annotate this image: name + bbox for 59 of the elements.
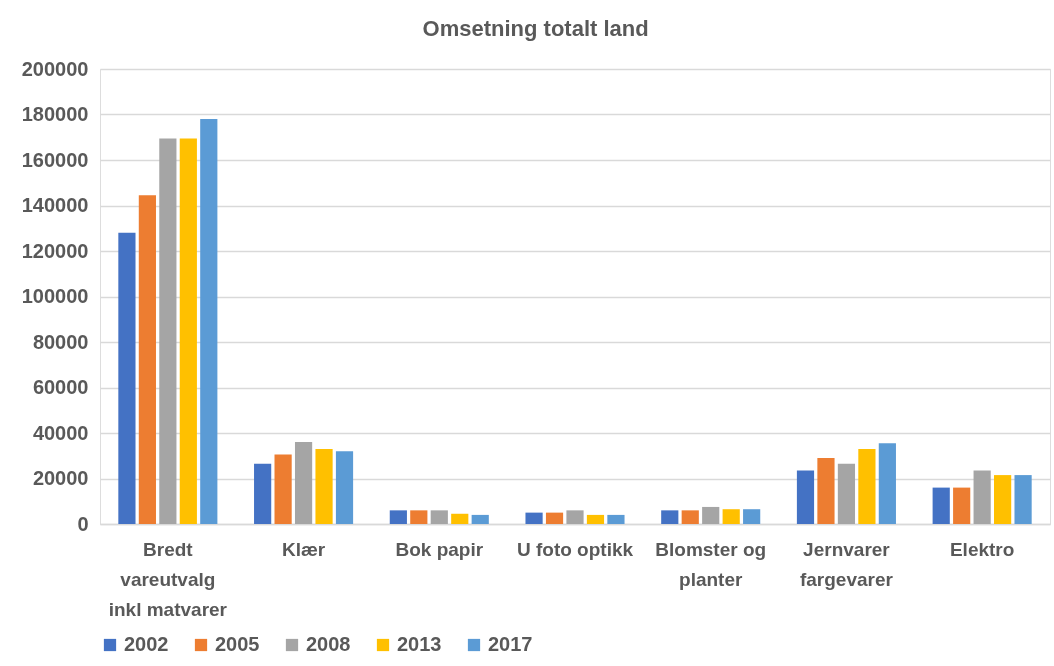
bar [451, 513, 469, 524]
x-tick-label: Elektro [949, 538, 1015, 560]
bar [743, 509, 761, 524]
y-tick-label: 20000 [32, 467, 89, 489]
bar [837, 463, 856, 524]
bar [159, 138, 177, 524]
y-tick-label: 0 [77, 512, 89, 535]
legend-label: 2013 [397, 633, 442, 655]
bar [681, 510, 699, 524]
y-tick-label: 200000 [21, 57, 89, 80]
x-tick-label: Klær [281, 538, 326, 560]
x-tick-label: Jernvarer fargevarer [799, 538, 894, 590]
bar [471, 514, 489, 524]
x-tick-label: U foto optikk [516, 538, 634, 560]
y-tick-label: 180000 [21, 103, 89, 125]
y-tick-label: 160000 [21, 148, 89, 171]
bar [274, 454, 292, 524]
bar [607, 514, 625, 524]
bar [315, 448, 333, 524]
bar [994, 475, 1012, 524]
bar [586, 514, 605, 524]
bar [410, 510, 428, 524]
bar [545, 512, 564, 524]
bar [138, 195, 156, 524]
y-tick-label: 60000 [32, 376, 89, 398]
bar [566, 510, 584, 524]
legend-label: 2005 [215, 633, 260, 655]
legend-label: 2008 [306, 633, 351, 655]
bar [858, 448, 876, 524]
bar [953, 487, 971, 524]
x-tick-label: Bok papir [395, 538, 484, 560]
bar [179, 138, 197, 524]
bar [525, 512, 543, 524]
bar [1014, 475, 1032, 524]
y-tick-label: 100000 [21, 285, 89, 307]
bar [973, 470, 991, 524]
bar [661, 510, 679, 524]
legend-label: 2017 [488, 633, 533, 655]
x-tick-label: Bredt vareutvalg inkl matvarer [108, 538, 228, 620]
y-tick-label: 140000 [21, 194, 89, 216]
bar [796, 470, 815, 524]
bar [702, 506, 720, 524]
chart-title: Omsetning totalt land [422, 16, 649, 41]
bar [254, 463, 272, 524]
x-tick-label: Blomster og planter [655, 538, 767, 590]
bar [118, 232, 136, 524]
y-tick-label: 40000 [32, 421, 89, 444]
bar [722, 509, 740, 524]
bar [932, 487, 950, 524]
bar [878, 443, 896, 524]
bar [294, 442, 313, 524]
y-tick-label: 120000 [21, 239, 89, 262]
bar [200, 119, 218, 524]
bar [817, 458, 835, 524]
y-tick-label: 80000 [32, 330, 89, 353]
bar [389, 510, 407, 524]
legend-label: 2002 [124, 633, 169, 655]
bar [430, 510, 448, 524]
bar [335, 451, 354, 524]
